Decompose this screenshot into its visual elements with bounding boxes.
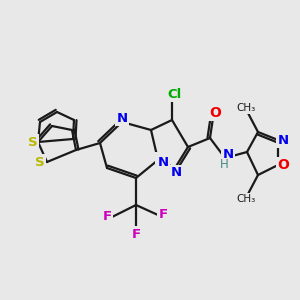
Text: CH₃: CH₃ [236,103,256,113]
Text: O: O [277,158,289,172]
Text: N: N [158,157,169,169]
Text: S: S [28,136,38,148]
Text: CH₃: CH₃ [236,194,256,204]
Text: N: N [116,112,128,124]
Text: F: F [158,208,168,221]
Text: N: N [222,148,234,161]
Text: O: O [209,106,221,120]
Text: S: S [35,155,45,169]
Text: N: N [156,154,168,166]
Text: F: F [102,211,112,224]
Text: Cl: Cl [167,88,181,100]
Text: H: H [220,158,228,172]
Text: N: N [278,134,289,146]
Text: N: N [170,167,182,179]
Text: F: F [131,227,141,241]
